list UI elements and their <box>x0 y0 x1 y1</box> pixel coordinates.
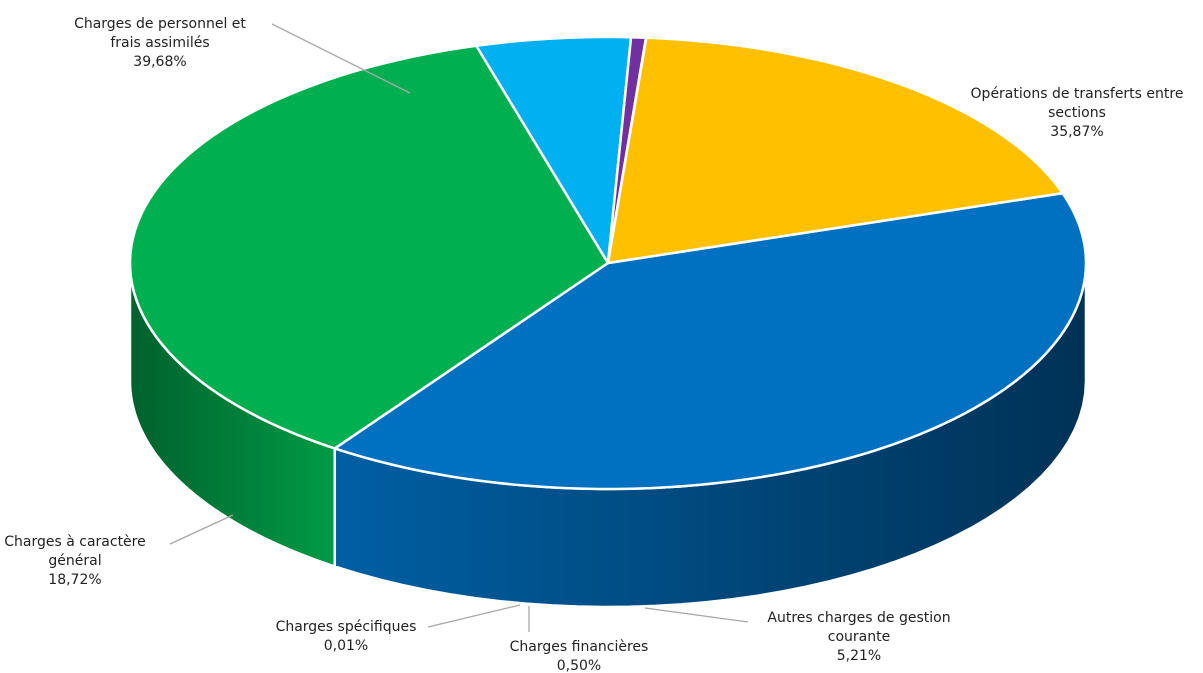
leader-line-5 <box>427 604 521 628</box>
leader-line-6 <box>169 514 234 545</box>
pie-slice-1 <box>333 191 1088 491</box>
slice-value-1: 39,68% <box>133 54 186 70</box>
slice-label-3: Autres charges de gestion <box>767 610 950 626</box>
slice-value-2: 35,87% <box>1050 124 1103 140</box>
slice-label-3-line2: courante <box>828 629 890 645</box>
slice-label-2-line2: sections <box>1048 105 1106 121</box>
slice-label-4: Charges financières <box>510 639 649 655</box>
leader-line-3 <box>644 607 749 623</box>
slice-label-6-line2: général <box>48 553 101 569</box>
slice-value-4: 0,50% <box>557 658 601 673</box>
pie-slice-2 <box>128 44 610 450</box>
leader-line-1 <box>271 23 411 94</box>
slice-value-6: 18,72% <box>48 572 101 588</box>
pie-slice-6 <box>606 36 1064 265</box>
slice-value-5: 0,01% <box>324 638 368 654</box>
pie-slice-3 <box>475 35 633 265</box>
slice-label-1-line2: frais assimilés <box>110 35 209 51</box>
slice-label-1: Charges de personnel et <box>74 16 246 32</box>
slice-value-3: 5,21% <box>837 648 881 664</box>
slice-label-2: Opérations de transferts entre <box>971 86 1184 102</box>
slice-label-6: Charges à caractère <box>4 534 145 550</box>
slice-label-5: Charges spécifiques <box>276 619 417 635</box>
